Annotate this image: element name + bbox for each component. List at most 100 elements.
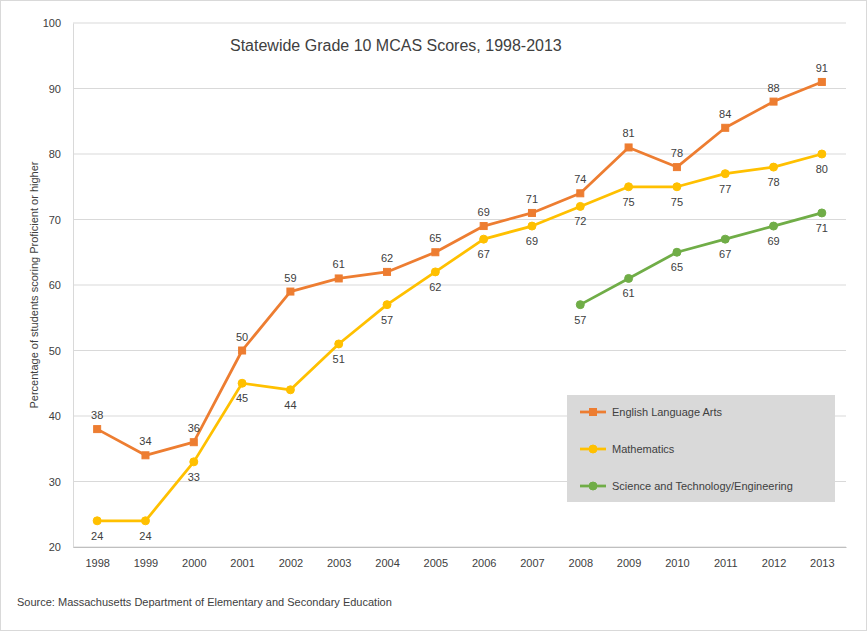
point-marker	[577, 190, 584, 197]
x-axis-line	[74, 547, 847, 548]
x-tick-label: 2013	[810, 557, 834, 569]
point-marker	[721, 170, 729, 178]
point-marker	[335, 340, 343, 348]
point-marker	[576, 301, 584, 309]
y-tick-label: 20	[49, 541, 61, 553]
point-marker	[432, 249, 439, 256]
x-tick-label: 2008	[569, 557, 593, 569]
point-marker	[576, 202, 584, 210]
point-marker	[190, 439, 197, 446]
legend-item: English Language Arts	[580, 406, 723, 418]
series-line	[580, 213, 822, 305]
point-marker	[239, 347, 246, 354]
grid	[73, 23, 846, 547]
x-tick: 1998	[85, 547, 109, 569]
grid-line	[73, 285, 846, 286]
y-axis: 2030405060708090100	[43, 17, 74, 553]
y-tick: 50	[49, 345, 73, 357]
point-marker	[93, 517, 101, 525]
x-tick-label: 2011	[714, 557, 738, 569]
y-tick-label: 50	[49, 345, 61, 357]
point-marker	[238, 379, 246, 387]
y-tick: 70	[49, 214, 73, 226]
point-marker	[286, 386, 294, 394]
data-label: 24	[139, 530, 151, 542]
y-tick: 20	[49, 541, 73, 553]
x-tick-label: 2004	[375, 557, 399, 569]
y-tick-label: 60	[49, 279, 61, 291]
x-tick-label: 2000	[182, 557, 206, 569]
grid-line	[73, 350, 846, 351]
source-note: Source: Massachusetts Department of Elem…	[17, 596, 392, 608]
x-tick: 2011	[714, 547, 738, 569]
x-tick: 2003	[327, 547, 351, 569]
point-marker	[770, 163, 778, 171]
data-label: 51	[333, 353, 345, 365]
data-label: 75	[622, 196, 634, 208]
data-label: 65	[671, 261, 683, 273]
y-tick: 90	[49, 83, 73, 95]
legend-label: English Language Arts	[612, 406, 723, 418]
x-axis: 1998199920002001200220032004200520062007…	[74, 547, 847, 569]
data-label: 78	[767, 176, 779, 188]
data-label: 69	[526, 235, 538, 247]
data-label: 57	[381, 314, 393, 326]
point-marker	[190, 458, 198, 466]
point-marker	[383, 301, 391, 309]
data-label: 80	[816, 163, 828, 175]
legend-item: Mathematics	[580, 443, 675, 455]
x-tick-label: 2009	[617, 557, 641, 569]
legend-marker	[589, 482, 597, 490]
grid-line	[73, 547, 846, 548]
x-tick-label: 2001	[230, 557, 254, 569]
data-label: 71	[816, 222, 828, 234]
x-tick-label: 2010	[665, 557, 689, 569]
point-marker	[94, 426, 101, 433]
point-marker	[818, 78, 825, 85]
point-marker	[480, 235, 488, 243]
point-marker	[722, 124, 729, 131]
point-marker	[770, 98, 777, 105]
y-tick: 30	[49, 476, 73, 488]
point-marker	[335, 275, 342, 282]
y-axis-title: Percentage of students scoring Proficien…	[28, 161, 40, 408]
y-tick: 60	[49, 279, 73, 291]
legend-marker	[590, 409, 597, 416]
x-tick: 1999	[134, 547, 158, 569]
data-label: 34	[139, 435, 151, 447]
x-tick-label: 2006	[472, 557, 496, 569]
x-tick: 2000	[182, 547, 206, 569]
x-tick-label: 2003	[327, 557, 351, 569]
legend: English Language Arts Mathematics Science …	[567, 395, 835, 502]
x-tick: 2005	[424, 547, 448, 569]
data-label: 71	[526, 193, 538, 205]
legend-label: Mathematics	[612, 443, 675, 455]
data-label: 91	[816, 62, 828, 74]
x-tick-label: 2002	[279, 557, 303, 569]
data-label: 77	[719, 183, 731, 195]
x-tick-label: 1999	[134, 557, 158, 569]
point-marker	[528, 209, 535, 216]
data-label: 36	[188, 422, 200, 434]
data-label: 69	[767, 235, 779, 247]
point-marker	[625, 183, 633, 191]
data-label: 84	[719, 108, 731, 120]
data-label: 57	[574, 314, 586, 326]
data-label: 78	[671, 147, 683, 159]
point-marker	[384, 268, 391, 275]
point-marker	[625, 144, 632, 151]
y-tick: 40	[49, 410, 73, 422]
legend-item: Science and Technology/Engineering	[580, 480, 793, 492]
point-marker	[673, 164, 680, 171]
x-tick-label: 2005	[424, 557, 448, 569]
legend-label: Science and Technology/Engineering	[612, 480, 793, 492]
point-marker	[770, 222, 778, 230]
point-marker	[528, 222, 536, 230]
grid-line	[73, 88, 846, 89]
data-label: 62	[429, 281, 441, 293]
x-tick: 2002	[279, 547, 303, 569]
data-label: 50	[236, 331, 248, 343]
y-tick-label: 100	[43, 17, 61, 29]
x-tick: 2009	[617, 547, 641, 569]
data-label: 74	[574, 173, 586, 185]
